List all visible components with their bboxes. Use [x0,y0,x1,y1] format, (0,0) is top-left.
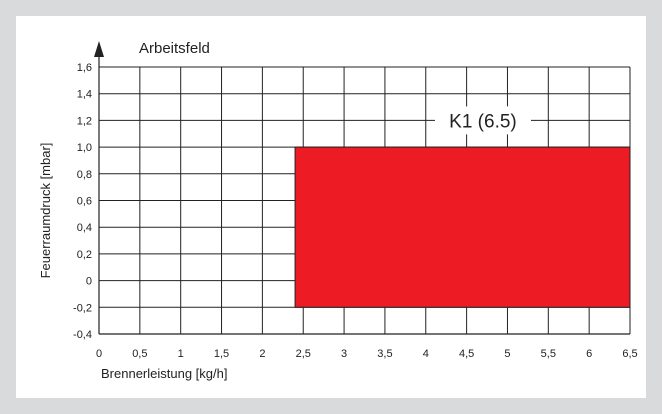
y-tick-label: 0,8 [77,169,92,181]
x-tick-label: 4,5 [459,348,474,360]
axes [94,41,630,335]
x-tick-label: 3,5 [377,348,392,360]
x-tick-label: 6 [586,348,592,360]
y-axis-arrow-icon [94,41,104,57]
x-tick-label: 5,5 [541,348,556,360]
regions: K1 (6.5) [294,106,631,308]
x-tick-label: 5 [504,348,510,360]
region-k1 [294,146,631,308]
y-tick-label: 1,6 [77,62,92,74]
y-tick-label: -0,4 [73,329,92,341]
x-tick-label: 6,5 [622,348,637,360]
region-label: K1 (6.5) [449,111,517,132]
working-range-chart: K1 (6.5) 0 0,5 1 1,5 2 2,5 3 3,5 4 4,5 5 5,5 6 6,5 -0,… [38,40,638,381]
y-tick-label: 1,0 [77,142,92,154]
x-tick-label: 0 [96,348,102,360]
y-tick-label: 0,6 [77,196,92,208]
x-tick-label: 3 [341,348,347,360]
x-axis-title: Brennerleistung [kg/h] [101,366,227,381]
x-tick-label: 2 [259,348,265,360]
x-tick-label: 4 [423,348,429,360]
x-tick-label: 0,5 [132,348,147,360]
y-tick-label: -0,2 [73,302,92,314]
y-tick-label: 1,2 [77,115,92,127]
y-tick-label: 1,4 [77,89,92,101]
region-label-background [434,106,531,135]
y-tick-label: 0 [86,276,92,288]
chart-title: Arbeitsfeld [139,40,210,57]
y-tick-label: 0,2 [77,249,92,261]
chart-card: K1 (6.5) 0 0,5 1 1,5 2 2,5 3 3,5 4 4,5 5 5,5 6 6,5 -0,… [16,16,646,398]
y-axis-title: Feuerraumdruck [mbar] [38,143,53,279]
y-tick-label: 0,4 [77,222,92,234]
x-tick-label: 1 [178,348,184,360]
x-tick-label: 1,5 [214,348,229,360]
x-tick-label: 2,5 [296,348,311,360]
tick-labels: 0 0,5 1 1,5 2 2,5 3 3,5 4 4,5 5 5,5 6 6,5 -0,4 -0,2 0 0,2… [73,62,638,360]
